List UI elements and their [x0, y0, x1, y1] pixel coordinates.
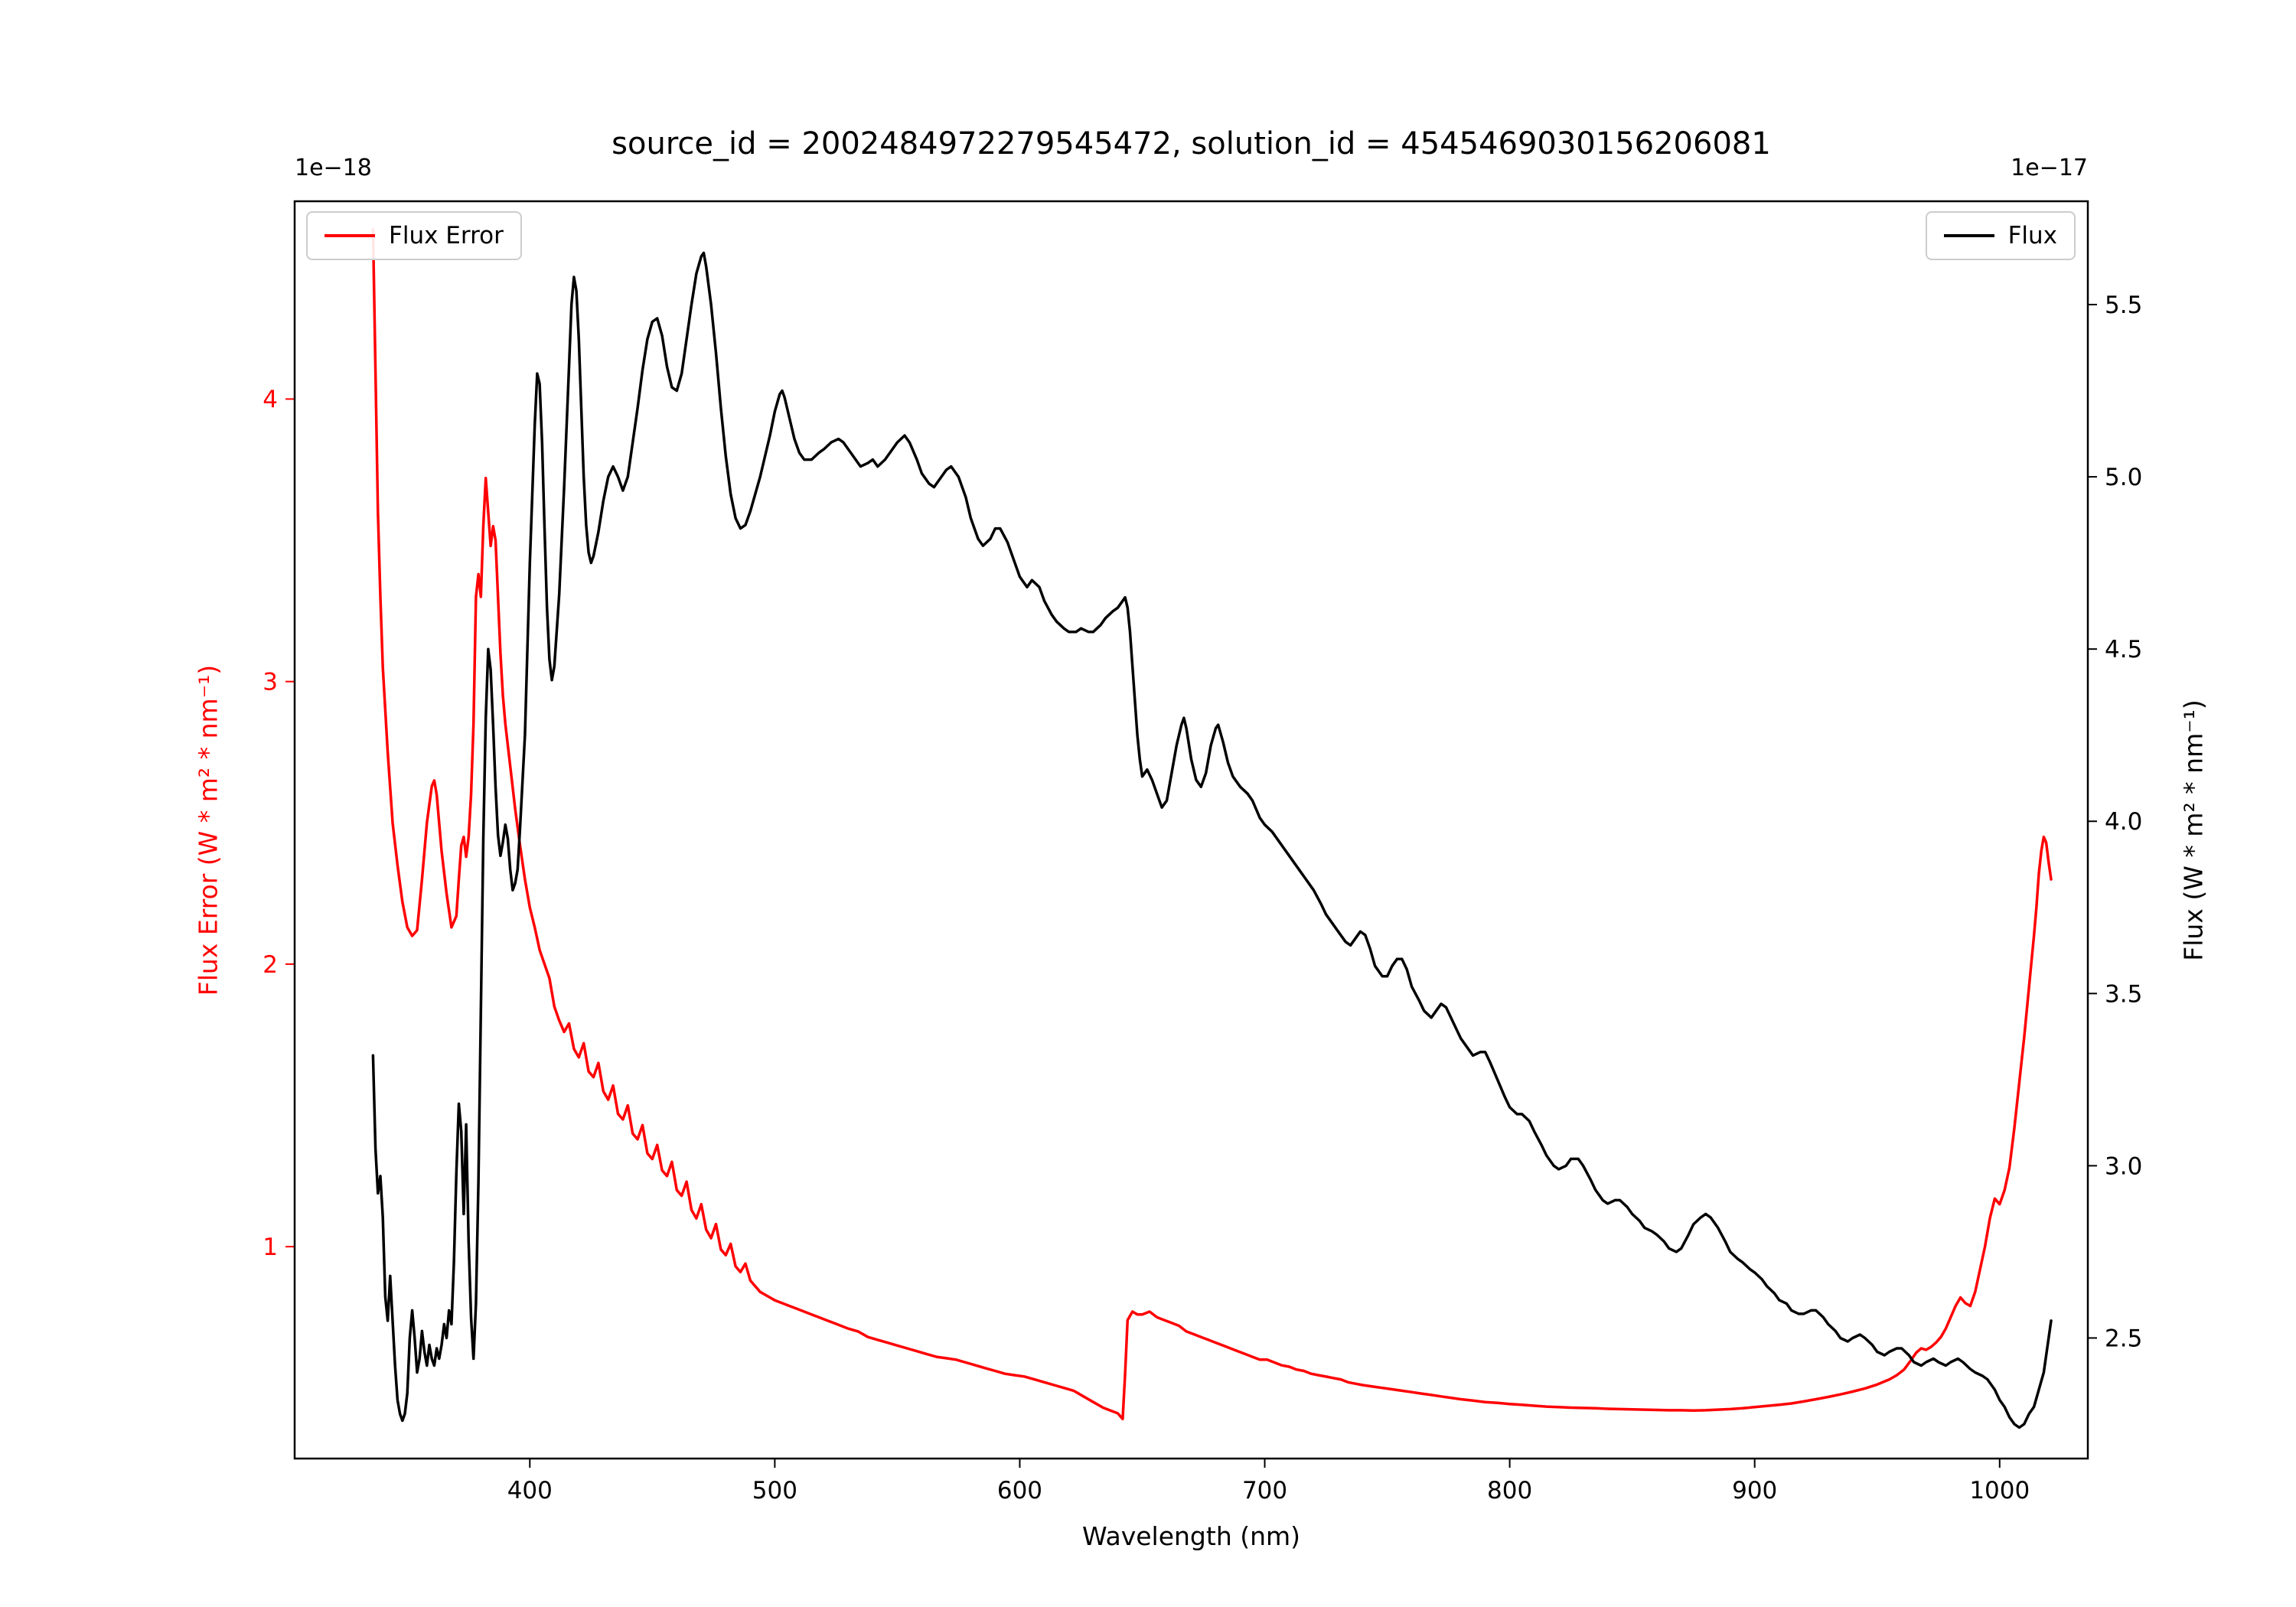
plot-frame	[293, 200, 2089, 1460]
right-axis-scale-offset: 1e−17	[2011, 155, 2088, 181]
left-y-axis-label: Flux Error (W * m² * nm⁻¹)	[193, 664, 223, 996]
right-y-axis-label: Flux (W * m² * nm⁻¹)	[2178, 699, 2209, 961]
series-line-flux	[371, 251, 2053, 1429]
legend-flux-label: Flux	[2007, 222, 2057, 249]
flux-line-sample	[1943, 234, 1994, 237]
left-tick-label: 3	[263, 669, 278, 696]
x-axis-label: Wavelength (nm)	[1081, 1521, 1301, 1551]
x-tick-label: 400	[507, 1477, 553, 1504]
x-tick-label: 800	[1487, 1477, 1532, 1504]
right-tick-label: 2.5	[2105, 1325, 2142, 1352]
x-tick-label: 1000	[1969, 1477, 2030, 1504]
legend-flux: Flux	[1925, 211, 2076, 260]
chart-title: source_id = 2002484972279545472, solutio…	[612, 126, 1771, 161]
x-tick-label: 700	[1242, 1477, 1287, 1504]
legend-flux-error-label: Flux Error	[389, 222, 504, 249]
right-tick-label: 5.0	[2105, 464, 2142, 491]
x-tick-label: 500	[752, 1477, 797, 1504]
flux-error-line-sample	[325, 234, 375, 237]
x-tick-label: 600	[997, 1477, 1042, 1504]
left-tick-label: 4	[263, 386, 278, 413]
right-tick-label: 3.0	[2105, 1152, 2142, 1180]
left-tick-label: 1	[263, 1234, 278, 1261]
legend-flux-error: Flux Error	[306, 211, 522, 260]
left-axis-scale-offset: 1e−18	[295, 155, 372, 181]
x-tick-label: 900	[1732, 1477, 1777, 1504]
left-tick-label: 2	[263, 951, 278, 979]
right-tick-label: 3.5	[2105, 980, 2142, 1008]
right-tick-label: 4.5	[2105, 636, 2142, 663]
right-tick-label: 4.0	[2105, 808, 2142, 836]
right-tick-label: 5.5	[2105, 292, 2142, 319]
series-line-flux-error	[371, 228, 2053, 1421]
